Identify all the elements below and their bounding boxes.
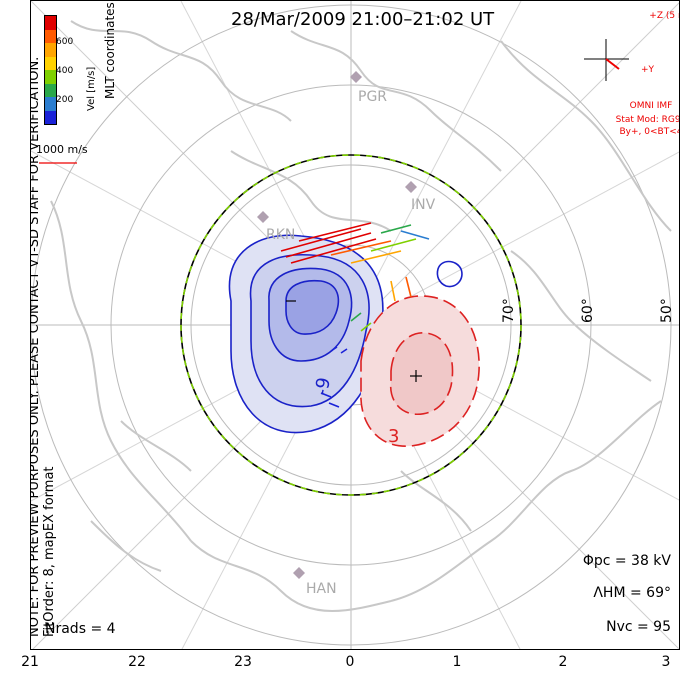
preview-note-line: NOTE: FOR PREVIEW PURPOSES ONLY. PLEASE … [30,56,42,637]
map-title: 28/Mar/2009 21:00–21:02 UT [231,9,495,30]
convection-map [31,1,679,649]
latitude-label: 60° [580,298,596,323]
colorbar-tick: 600 [56,37,74,47]
station-label: RKN [266,227,296,243]
hm-boundary-lat: ΛHM = 69° [593,585,671,601]
colorbar-swatch [45,16,56,30]
colorbar-label: Vel [m/s] [86,66,97,111]
mlt-tick: 0 [345,654,355,670]
colorbar-swatch [45,43,56,57]
colorbar-swatch [45,29,56,43]
latitude-label: 70° [501,298,517,323]
imf-y-label: +Y [641,65,655,75]
potential-label: -9 [311,375,335,398]
statistics-panel: Φpc = 38 kV ΛHM = 69° Nvc = 95 [551,553,671,643]
velocity-vectors [280,222,430,408]
colorbar-swatches [44,15,57,125]
imf-info: +Z (5 nT) +Y OMNI IMF Stat Mod: RG96 By+… [601,9,680,139]
imf-z-label: +Z (5 nT) [649,11,679,21]
imf-model: Stat Mod: RG96 [615,115,680,125]
latitude-label: 50° [659,298,675,323]
mlt-tick: 3 [661,654,671,670]
station-label: INV [411,197,436,213]
coordinates-label: MLT coordinates [103,2,117,99]
colorbar-swatch [45,56,56,70]
mlt-tick: 21 [21,654,39,670]
mlt-tick: 2 [558,654,568,670]
colorbar-swatch [45,110,56,124]
vector-count: Nvc = 95 [606,619,671,635]
velocity-reference-label: 1000 m/s [36,143,88,156]
potential-cells [228,234,480,447]
mlt-tick: 23 [234,654,252,670]
imf-condition: By+, 0<BT<4 [619,127,680,137]
station-label: HAN [306,581,337,597]
colorbar-tick: 400 [56,66,74,76]
mlt-tick: 1 [452,654,462,670]
station-markers [257,71,417,579]
heppner-maynard-boundary [180,154,522,496]
radar-count: Nrads = 4 [45,621,116,637]
colorbar-swatch [45,70,56,84]
mlt-tick: 22 [128,654,146,670]
mlt-axis: 21 22 23 0 1 2 3 [0,654,680,674]
station-label: PGR [358,89,388,105]
imf-source: OMNI IMF [629,101,673,111]
cross-cap-potential: Φpc = 38 kV [582,553,671,569]
potential-label: 3 [388,426,400,447]
preview-note: NOTE: FOR PREVIEW PURPOSES ONLY. PLEASE … [30,56,57,637]
map-frame: 28/Mar/2009 21:00–21:02 UT 600 400 200 V… [30,0,680,650]
preview-note-line: FitOrder: 8, mapEX format [42,466,57,637]
colorbar-swatch [45,97,56,111]
colorbar-swatch [45,83,56,97]
colorbar-tick: 200 [56,95,74,105]
coastline [50,20,672,612]
imf-clock-dial [584,39,629,81]
